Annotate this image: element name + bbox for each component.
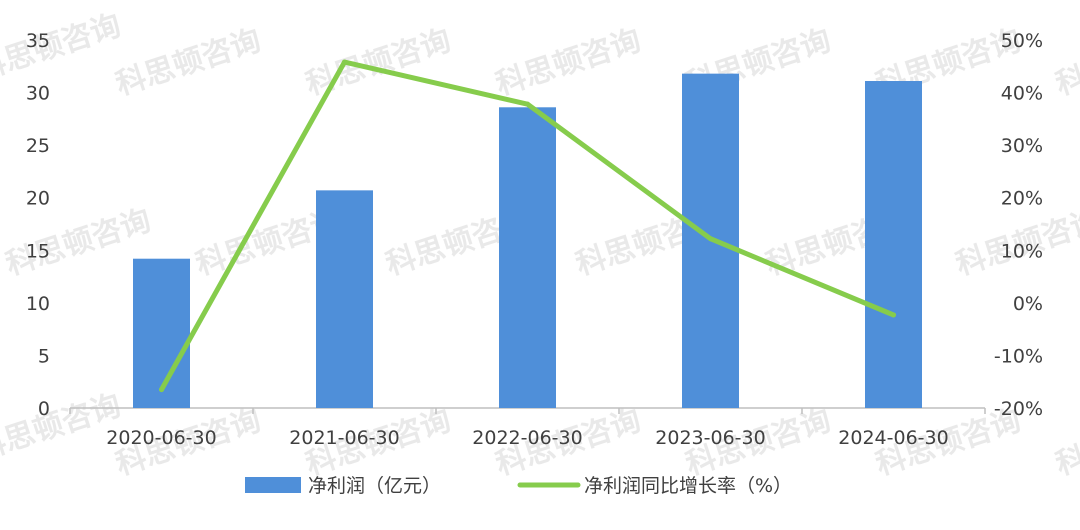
bar [316, 190, 373, 408]
watermark-text: 科思顿咨询 [1052, 403, 1080, 483]
y-left-tick-label: 5 [38, 345, 50, 367]
bar [499, 107, 556, 408]
y-right-tick-label: 50% [1001, 30, 1043, 52]
bar [865, 81, 922, 409]
legend: 净利润（亿元） 净利润同比增长率（%） [245, 475, 792, 497]
line-point [342, 59, 347, 65]
legend-bar-label: 净利润（亿元） [308, 475, 441, 497]
x-tick-label: 2022-06-30 [472, 427, 582, 449]
watermark-text: 科思顿咨询 [2, 203, 155, 283]
y-left-tick-label: 20 [26, 188, 50, 210]
watermark-text: 科思顿咨询 [492, 23, 645, 103]
y-left-tick-label: 0 [38, 398, 50, 420]
watermark-text: 科思顿咨询 [302, 23, 455, 103]
x-tick-label: 2021-06-30 [289, 427, 399, 449]
x-tick-label: 2023-06-30 [655, 427, 765, 449]
y-left-tick-label: 15 [26, 240, 50, 262]
x-tick-label: 2024-06-30 [838, 427, 948, 449]
watermark-text: 科思顿咨询 [0, 8, 125, 88]
y-right-tick-label: 0% [1013, 293, 1043, 315]
y-right-tick-label: 20% [1001, 188, 1043, 210]
watermark-text: 科思顿咨询 [112, 23, 265, 103]
y-right-tick-label: -10% [994, 345, 1043, 367]
y-right-tick-label: 40% [1001, 83, 1043, 105]
line-series [159, 59, 896, 393]
bar [133, 258, 190, 408]
line-point [159, 387, 164, 393]
y-left-tick-label: 25 [26, 135, 50, 157]
bar-series [133, 73, 922, 409]
y-right-tick-label: -20% [994, 398, 1043, 420]
line-point [708, 236, 713, 242]
legend-line-label: 净利润同比增长率（%） [584, 475, 792, 497]
y-left-tick-label: 10 [26, 293, 50, 315]
y-right-tick-label: 30% [1001, 135, 1043, 157]
line-point [891, 312, 896, 318]
y-left-tick-label: 35 [26, 30, 50, 52]
y-left-tick-label: 30 [26, 83, 50, 105]
axes: 0 5 10 15 20 25 30 35 -20% -10% 0% 10% 20% 30% 40% 50% 2… [26, 30, 1043, 449]
watermark-text: 科思顿咨询 [1052, 23, 1080, 103]
line-point [525, 101, 530, 107]
x-tick-label: 2020-06-30 [106, 427, 216, 449]
y-right-tick-label: 10% [1001, 240, 1043, 262]
legend-bar-swatch [245, 477, 301, 493]
